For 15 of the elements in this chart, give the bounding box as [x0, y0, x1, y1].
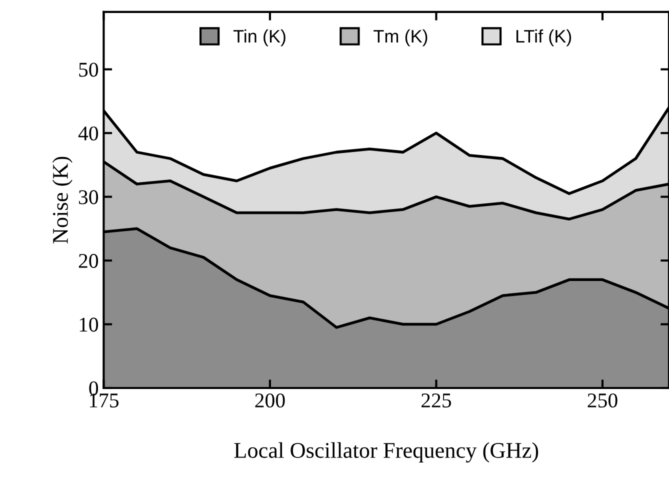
- x-tick-label: 200: [255, 393, 285, 408]
- y-tick-label: 30: [78, 190, 98, 204]
- x-tick-label: 225: [422, 394, 452, 408]
- y-tick-label: 10: [80, 318, 98, 332]
- y-tick-label: 50: [79, 62, 98, 77]
- legend-label: Tm (K): [374, 29, 428, 46]
- legend-label: LTif (K): [516, 29, 572, 46]
- x-tick-label: 250: [588, 393, 618, 408]
- x-axis-title: Local Oscillator Frequency (GHz): [234, 442, 538, 463]
- x-tick-label: 175: [90, 394, 119, 408]
- y-tick-label: 0: [89, 381, 98, 396]
- y-tick-label: 40: [78, 126, 98, 140]
- legend-label: Tin (K): [233, 29, 286, 46]
- y-tick-label: 20: [78, 254, 98, 268]
- y-axis-title: Noise (K): [52, 156, 72, 244]
